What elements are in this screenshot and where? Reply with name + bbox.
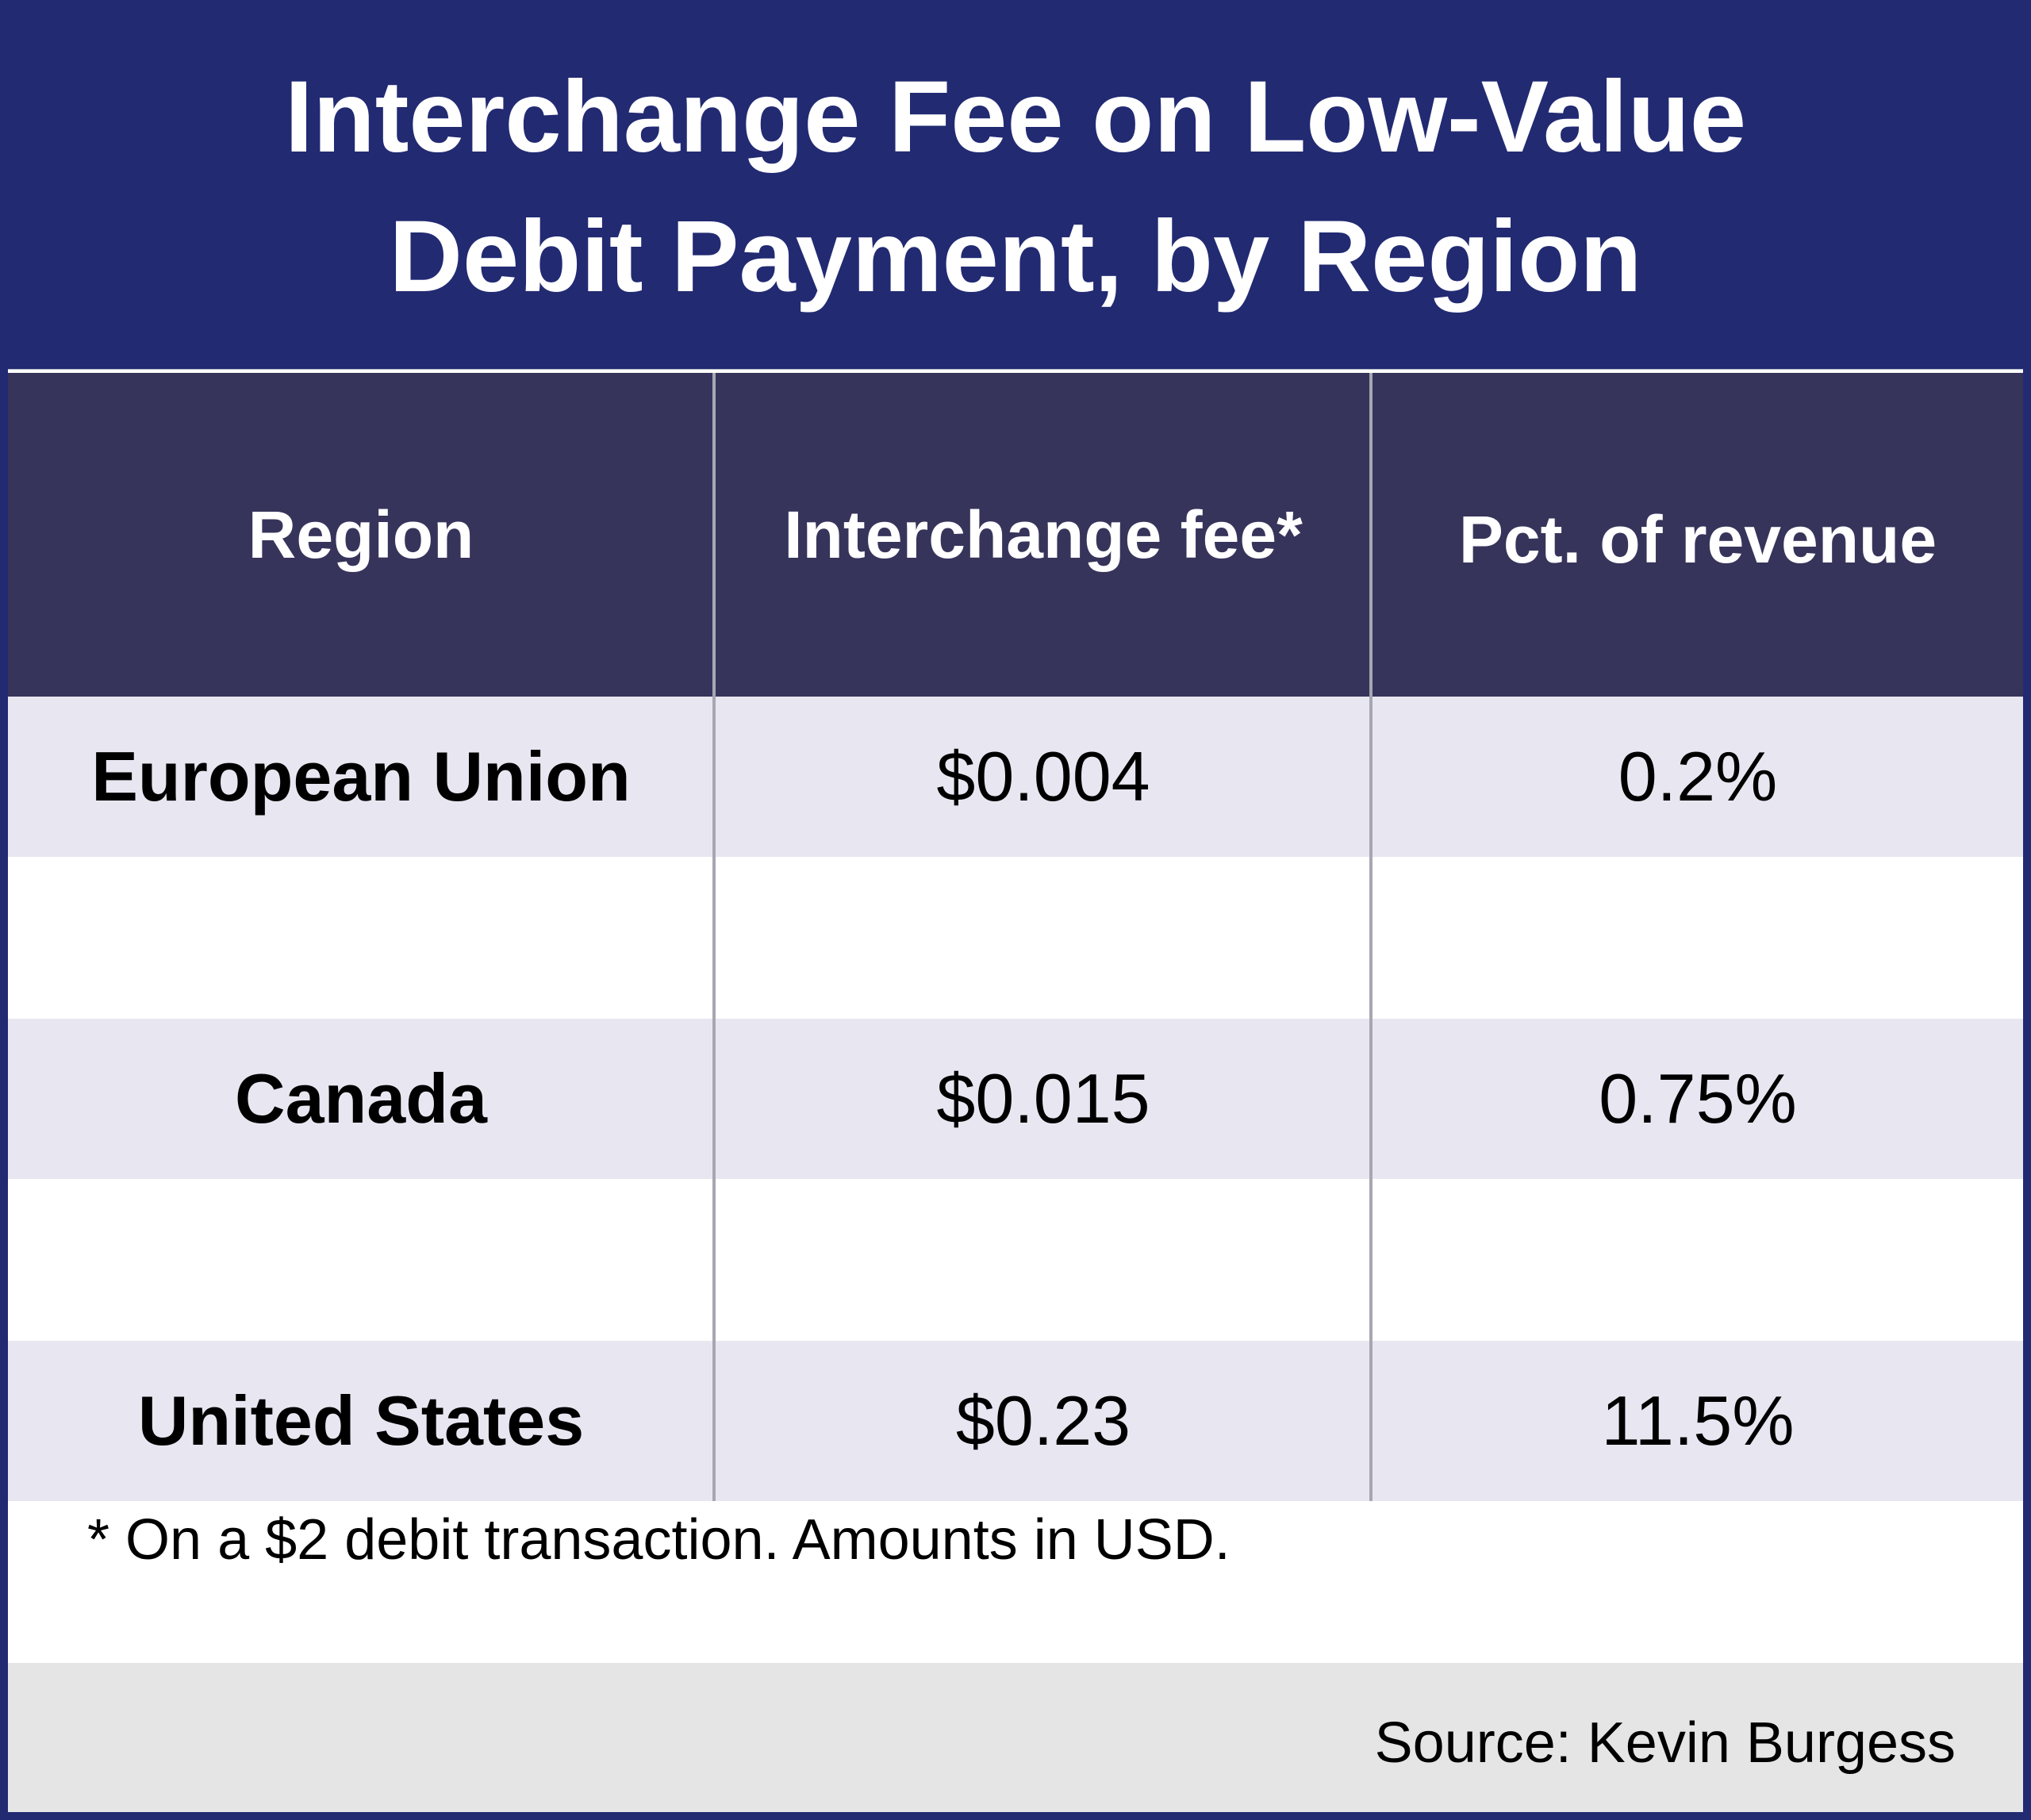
- title-line-1: Interchange Fee on Low-Value: [284, 60, 1747, 174]
- cell-region: Canada: [235, 1059, 487, 1138]
- header-region: Region: [248, 497, 474, 572]
- header-interchange-fee: Interchange fee*: [784, 497, 1303, 572]
- footnote: * On a $2 debit transaction. Amounts in …: [87, 1508, 1231, 1572]
- title-line-2: Debit Payment, by Region: [389, 200, 1642, 313]
- column-divider: [1369, 373, 1373, 1501]
- table-row: United States $0.23 11.5%: [8, 1341, 2023, 1501]
- cell-pct: 0.2%: [1618, 737, 1778, 816]
- cell-region: United States: [137, 1381, 585, 1460]
- table-row: European Union $0.004 0.2%: [8, 697, 2023, 857]
- chart-title: Interchange Fee on Low-Value Debit Payme…: [0, 48, 2031, 317]
- cell-pct: 0.75%: [1599, 1059, 1797, 1138]
- table-row: Canada $0.015 0.75%: [8, 1019, 2023, 1179]
- cell-pct: 11.5%: [1601, 1381, 1795, 1460]
- header-pct-of-revenue: Pct. of revenue: [1458, 502, 1937, 577]
- column-divider: [712, 373, 716, 1501]
- source-credit: Source: Kevin Burgess: [1374, 1711, 1956, 1775]
- cell-region: European Union: [91, 737, 631, 816]
- fee-table: Region Interchange fee* Pct. of revenue …: [8, 370, 2023, 1812]
- cell-fee: $0.23: [955, 1381, 1131, 1460]
- cell-fee: $0.004: [936, 737, 1150, 816]
- source-band: [8, 1663, 2023, 1812]
- table-header: Region Interchange fee* Pct. of revenue: [8, 373, 2023, 697]
- cell-fee: $0.015: [936, 1059, 1150, 1138]
